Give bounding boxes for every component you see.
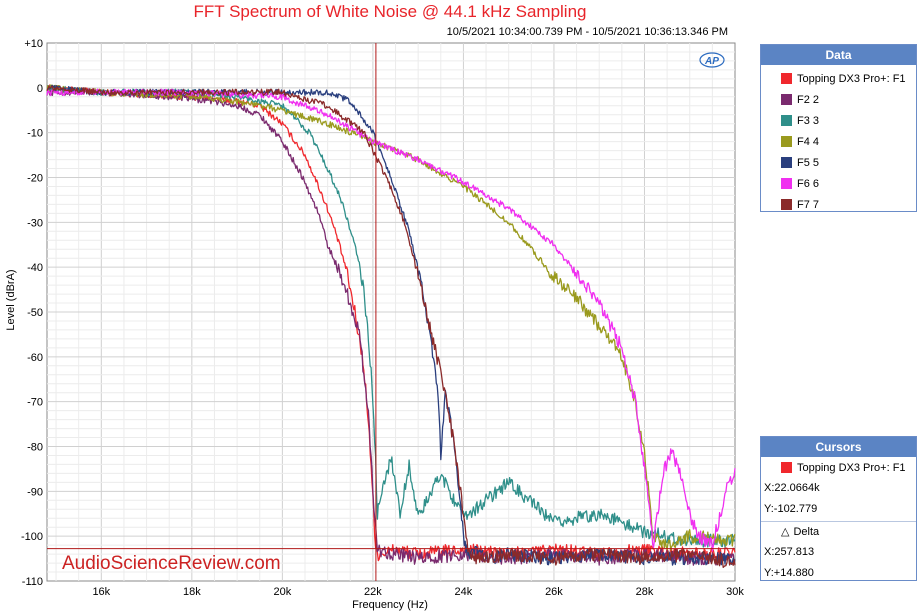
watermark: AudioScienceReview.com	[62, 553, 281, 574]
x-tick-label: 26k	[545, 586, 563, 598]
legend-label: F6 6	[797, 177, 820, 190]
legend-item-6[interactable]: F6 6	[761, 173, 916, 194]
legend-item-2[interactable]: F2 2	[761, 89, 916, 110]
y-tick-label: -40	[27, 262, 43, 274]
legend-swatch	[781, 115, 792, 126]
x-tick-label: 28k	[636, 586, 654, 598]
cursor-x-readout: X:22.0664k	[764, 482, 820, 494]
legend-swatch	[781, 157, 792, 168]
legend-swatch	[781, 73, 792, 84]
x-tick-label: 16k	[92, 586, 110, 598]
y-tick-label: -50	[27, 307, 43, 319]
delta-icon: △	[781, 526, 790, 538]
x-axis-label: Frequency (Hz)	[352, 599, 428, 611]
cursor-y-readout: Y:-102.779	[764, 503, 818, 515]
data-legend-title: Data	[761, 45, 916, 65]
legend-swatch	[781, 178, 792, 189]
delta-x-readout: X:257.813	[764, 546, 815, 558]
delta-row: △ Delta	[761, 522, 916, 542]
cursors-panel: Cursors Topping DX3 Pro+: F1 X:22.0664k …	[760, 436, 917, 581]
y-tick-label: -80	[27, 442, 43, 454]
cursor-layer	[47, 43, 735, 581]
delta-label: Delta	[793, 526, 820, 538]
y-tick-label: -60	[27, 352, 43, 364]
legend-item-7[interactable]: F7 7	[761, 194, 916, 215]
y-tick-label: -10	[27, 128, 43, 140]
series-line-4	[46, 84, 736, 551]
legend-swatch	[781, 136, 792, 147]
x-tick-labels: 16k 18k 20k 22k 24k 26k 28k 30k	[92, 586, 744, 598]
legend-label: F5 5	[797, 156, 820, 169]
y-tick-label: -100	[21, 531, 43, 543]
y-axis-label: Level (dBrA)	[5, 269, 17, 330]
legend-item-3[interactable]: F3 3	[761, 110, 916, 131]
cursors-title: Cursors	[761, 437, 916, 457]
y-tick-label: -90	[27, 486, 43, 498]
chart-subtitle: 10/5/2021 10:34:00.739 PM - 10/5/2021 10…	[446, 26, 728, 38]
ap-logo: AP	[699, 52, 725, 68]
legend-list: Topping DX3 Pro+: F1 F2 2 F3 3 F4 4 F5 5 F6 6…	[761, 65, 916, 215]
y-tick-label: -70	[27, 397, 43, 409]
legend-label: F4 4	[797, 135, 820, 148]
series-layer	[46, 84, 736, 569]
y-tick-label: +10	[24, 38, 43, 50]
legend-label: F2 2	[797, 93, 820, 106]
y-tick-label: -110	[22, 576, 43, 588]
chart-title: FFT Spectrum of White Noise @ 44.1 kHz S…	[193, 2, 587, 21]
legend-label: F7 7	[797, 198, 820, 211]
x-tick-label: 18k	[183, 586, 201, 598]
legend-label: Topping DX3 Pro+: F1	[797, 72, 906, 85]
legend-swatch	[781, 94, 792, 105]
grid	[47, 43, 735, 581]
x-tick-label: 20k	[273, 586, 291, 598]
y-tick-labels: +10 0 -10 -20 -30 -40 -50 -60 -70 -80 -90 -100 -110	[21, 38, 43, 588]
cursor-series-label: Topping DX3 Pro+: F1	[797, 461, 906, 474]
cursor-series-swatch	[781, 462, 792, 473]
legend-swatch	[781, 199, 792, 210]
y-tick-label: 0	[37, 83, 43, 95]
data-legend-panel: Data Topping DX3 Pro+: F1 F2 2 F3 3 F4 4 F5 …	[760, 44, 917, 212]
x-tick-label: 22k	[364, 586, 382, 598]
delta-y-readout: Y:+14.880	[764, 567, 814, 579]
x-tick-label: 30k	[726, 586, 744, 598]
y-tick-label: -20	[27, 173, 43, 185]
legend-item-4[interactable]: F4 4	[761, 131, 916, 152]
legend-item-1[interactable]: Topping DX3 Pro+: F1	[761, 68, 916, 89]
x-tick-label: 24k	[455, 586, 473, 598]
series-line-7	[46, 85, 736, 569]
y-tick-label: -30	[27, 217, 43, 229]
cursor-series: Topping DX3 Pro+: F1	[761, 457, 916, 478]
legend-label: F3 3	[797, 114, 820, 127]
legend-item-5[interactable]: F5 5	[761, 152, 916, 173]
ap-logo-text: AP	[704, 56, 719, 67]
